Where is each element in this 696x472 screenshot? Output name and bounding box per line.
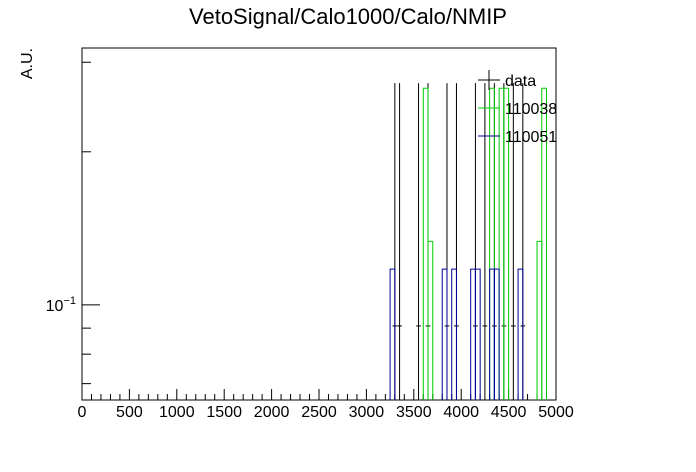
x-tick-label: 5000 (538, 404, 574, 421)
y-tick-label: 10−1 (46, 295, 76, 315)
histogram-bin (489, 268, 495, 400)
histogram-bin (517, 268, 524, 400)
x-tick-label: 4500 (491, 404, 527, 421)
histogram-bin (451, 268, 457, 400)
histogram-bin (470, 268, 476, 400)
legend-entry: 110051 (478, 129, 557, 146)
series-110038 (422, 87, 548, 400)
series-110051 (389, 268, 524, 400)
x-tick-label: 3500 (396, 404, 432, 421)
chart-title: VetoSignal/Calo1000/Calo/NMIP (189, 4, 507, 29)
x-tick-label: 3000 (349, 404, 385, 421)
series-layer (389, 83, 548, 400)
histogram-bin (489, 87, 495, 400)
y-axis: 10−1 (46, 61, 100, 385)
legend: data 110038 110051 (478, 70, 557, 146)
histogram-bin (503, 87, 510, 400)
x-tick-label: 500 (116, 404, 143, 421)
histogram-bin (498, 87, 505, 400)
x-tick-label: 4000 (443, 404, 479, 421)
histogram-bin (541, 87, 548, 400)
legend-entry: 110038 (478, 101, 557, 118)
x-tick-label: 2500 (301, 404, 337, 421)
histogram-bin (422, 87, 429, 400)
legend-label: 110051 (505, 129, 557, 146)
histogram-bin (474, 268, 481, 400)
legend-label: 110038 (505, 101, 557, 118)
histogram-bin (536, 240, 543, 400)
x-tick-label: 2000 (254, 404, 290, 421)
legend-label: data (505, 73, 536, 90)
x-axis: 0 500 1000 1500 2000 2500 3000 3500 4000 4500 5000 (78, 389, 574, 421)
x-tick-label: 0 (78, 404, 87, 421)
histogram-bin (389, 268, 396, 400)
x-tick-label: 1500 (206, 404, 242, 421)
y-axis-label: A.U. (19, 48, 36, 79)
histogram-bin (441, 268, 448, 400)
x-tick-label: 1000 (159, 404, 195, 421)
legend-entry: data (478, 70, 536, 90)
histogram-bin (427, 240, 434, 400)
histogram-bin (493, 268, 500, 400)
